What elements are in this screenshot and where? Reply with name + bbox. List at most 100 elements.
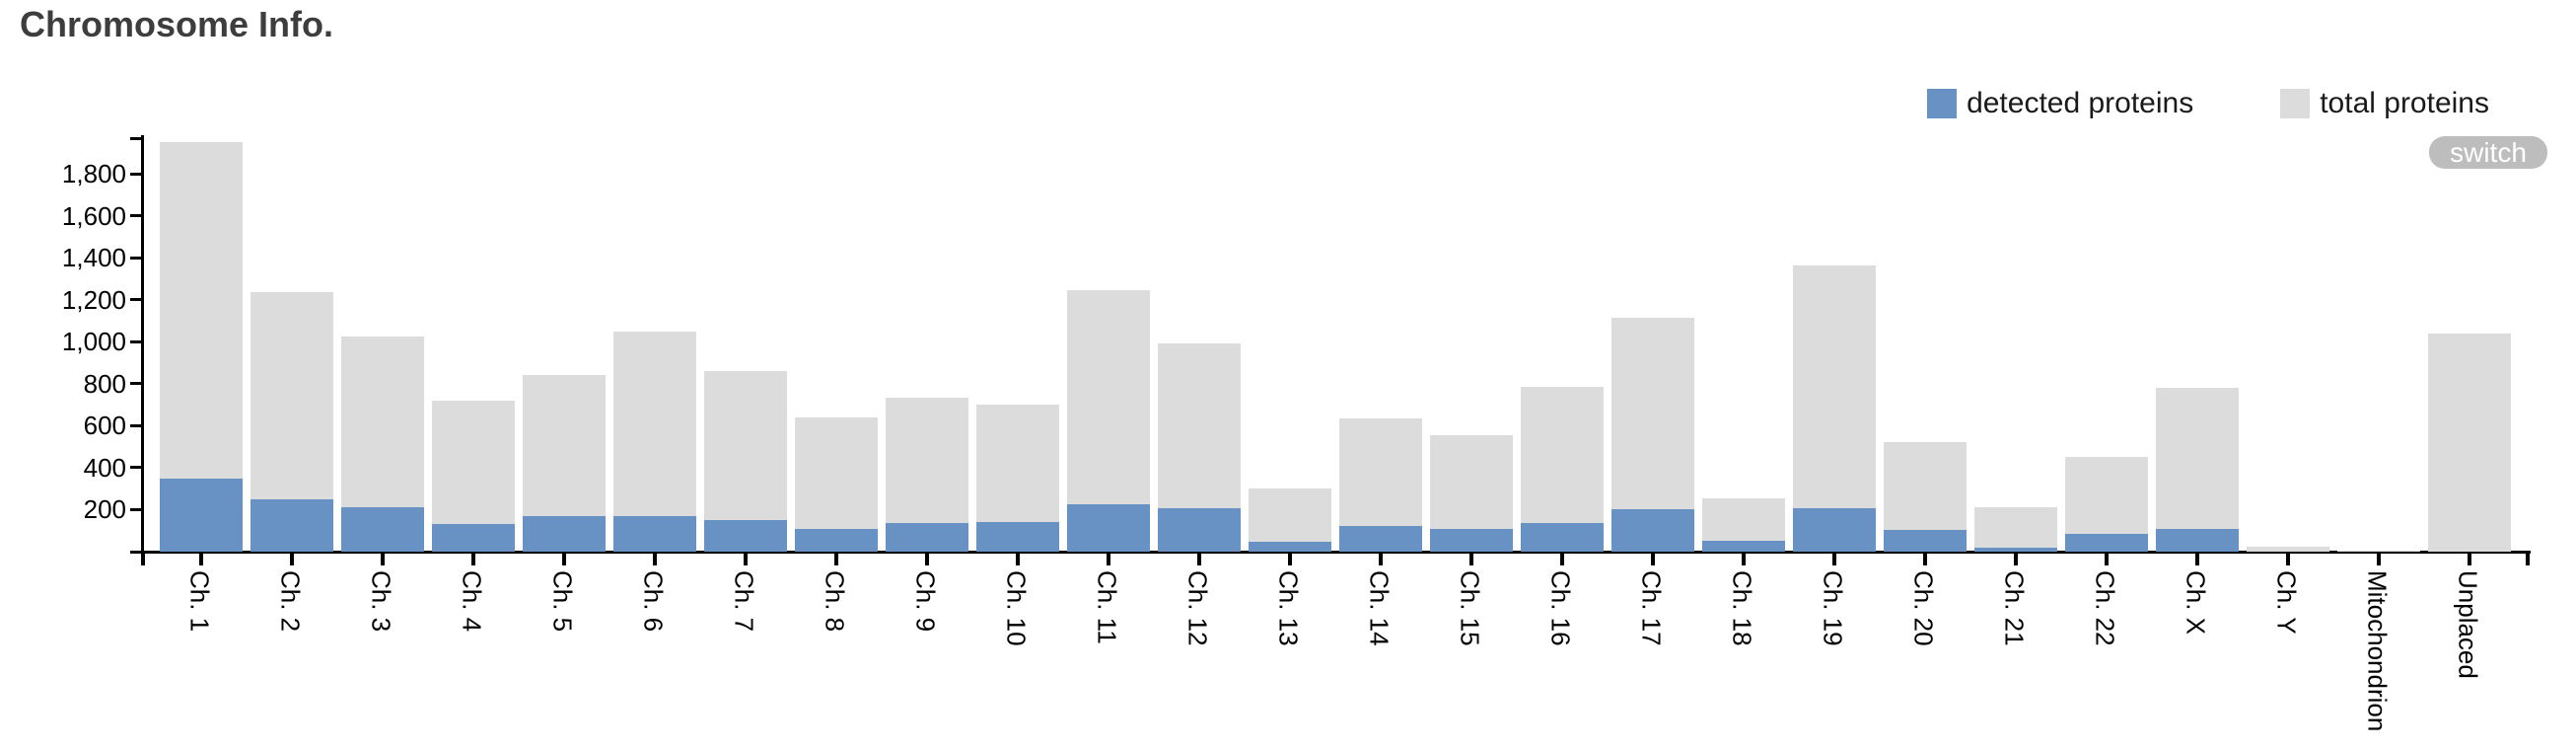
x-axis-tick [1015, 552, 1020, 565]
page-title: Chromosome Info. [20, 4, 334, 44]
x-axis-tick [652, 552, 657, 565]
x-axis-label-ch-10: Ch. 10 [1001, 570, 1032, 646]
legend-label-total: total proteins [2320, 87, 2489, 119]
x-axis-label-ch-x: Ch. X [2181, 570, 2211, 636]
x-axis-start-tick [140, 552, 145, 565]
bar-total-ch-21[interactable] [1973, 507, 2057, 552]
bar-detected-ch-5[interactable] [522, 515, 606, 552]
x-axis-tick [1378, 552, 1383, 565]
y-tick-label: 600 [83, 411, 126, 441]
bar-total-mitochondrion[interactable] [2336, 550, 2420, 552]
x-axis-tick [2013, 552, 2018, 565]
x-axis-label-ch-17: Ch. 17 [1636, 570, 1667, 646]
y-axis-line [141, 135, 144, 554]
switch-button[interactable]: switch [2429, 136, 2547, 169]
x-axis-label-mitochondrion: Mitochondrion [2362, 570, 2393, 732]
bar-total-ch-y[interactable] [2246, 546, 2329, 552]
x-axis-label-ch-20: Ch. 20 [1908, 570, 1939, 646]
y-axis-tick [130, 423, 142, 427]
x-axis-tick [2104, 552, 2109, 565]
legend-item-total: total proteins [2280, 87, 2489, 120]
bar-detected-ch-9[interactable] [885, 523, 968, 552]
bar-total-unplaced[interactable] [2427, 333, 2511, 552]
bar-detected-ch-20[interactable] [1883, 529, 1967, 552]
y-tick-label: 400 [83, 452, 126, 483]
x-axis-label-ch-7: Ch. 7 [729, 570, 759, 633]
x-axis-tick [1468, 552, 1473, 565]
x-axis-label-ch-14: Ch. 14 [1364, 570, 1395, 646]
x-axis-tick [1831, 552, 1836, 565]
y-axis-end-tick [130, 136, 142, 140]
x-axis-label-ch-15: Ch. 15 [1455, 570, 1485, 646]
y-axis-tick [130, 382, 142, 386]
y-axis-tick [130, 466, 142, 470]
x-axis-tick [1196, 552, 1201, 565]
x-axis-label-ch-11: Ch. 11 [1092, 570, 1122, 644]
y-tick-label: 1,400 [61, 243, 126, 273]
y-axis-tick [130, 172, 142, 176]
bar-detected-ch-15[interactable] [1429, 528, 1513, 552]
x-axis-label-ch-22: Ch. 22 [2090, 570, 2120, 646]
bar-detected-ch-4[interactable] [431, 524, 515, 552]
x-axis-tick [1650, 552, 1655, 565]
x-axis-label-ch-9: Ch. 9 [910, 570, 941, 633]
x-axis-label-ch-1: Ch. 1 [184, 570, 215, 633]
bar-detected-ch-22[interactable] [2064, 533, 2148, 552]
total-proteins-swatch [2280, 89, 2311, 118]
bar-detected-ch-x[interactable] [2155, 528, 2239, 552]
bar-detected-ch-14[interactable] [1338, 526, 1422, 552]
x-axis-tick [380, 552, 385, 565]
x-axis-tick [198, 552, 203, 565]
x-axis-label-ch-5: Ch. 5 [547, 570, 578, 633]
bar-detected-ch-10[interactable] [975, 522, 1059, 552]
x-axis-label-ch-16: Ch. 16 [1545, 570, 1576, 646]
bar-total-ch-19[interactable] [1792, 264, 1876, 552]
y-tick-label: 800 [83, 368, 126, 399]
x-axis-tick [2285, 552, 2290, 565]
bar-detected-ch-7[interactable] [703, 520, 787, 552]
bar-detected-ch-21[interactable] [1973, 547, 2057, 552]
x-axis-label-unplaced: Unplaced [2453, 570, 2483, 679]
bar-detected-ch-6[interactable] [612, 515, 696, 552]
bar-detected-ch-16[interactable] [1520, 523, 1604, 552]
y-tick-label: 1,000 [61, 327, 126, 357]
bar-total-ch-13[interactable] [1248, 488, 1331, 552]
bar-detected-ch-2[interactable] [250, 498, 333, 552]
bar-detected-ch-11[interactable] [1066, 504, 1150, 552]
bar-detected-ch-17[interactable] [1610, 509, 1694, 552]
bar-total-ch-6[interactable] [612, 331, 696, 552]
x-axis-label-ch-4: Ch. 4 [457, 570, 487, 633]
y-axis-tick [130, 507, 142, 511]
y-tick-label: 200 [83, 494, 126, 525]
x-axis-label-ch-2: Ch. 2 [275, 570, 306, 633]
bar-detected-ch-13[interactable] [1248, 542, 1331, 552]
bar-detected-ch-1[interactable] [159, 478, 243, 552]
bar-detected-ch-12[interactable] [1157, 508, 1241, 552]
legend-label-detected: detected proteins [1967, 87, 2194, 119]
x-axis-line [130, 551, 2531, 554]
bar-detected-ch-18[interactable] [1701, 541, 1785, 552]
x-axis-tick [561, 552, 566, 565]
x-axis-tick [289, 552, 294, 565]
y-tick-label: 1,200 [61, 284, 126, 315]
legend-item-detected: detected proteins [1927, 87, 2193, 120]
bar-total-ch-x[interactable] [2155, 388, 2239, 552]
x-axis-tick [2194, 552, 2199, 565]
x-axis-end-tick [2526, 552, 2530, 565]
x-axis-label-ch-3: Ch. 3 [366, 570, 396, 633]
x-axis-label-ch-12: Ch. 12 [1182, 570, 1213, 646]
x-axis-tick [1106, 552, 1110, 565]
y-tick-label: 1,800 [61, 159, 126, 189]
bar-detected-ch-8[interactable] [794, 528, 878, 552]
x-axis-label-ch-13: Ch. 13 [1273, 570, 1304, 646]
x-axis-label-ch-y: Ch. Y [2271, 570, 2302, 635]
bar-detected-ch-3[interactable] [340, 507, 424, 552]
bar-detected-ch-19[interactable] [1792, 508, 1876, 552]
x-axis-label-ch-19: Ch. 19 [1818, 570, 1848, 646]
x-axis-label-ch-18: Ch. 18 [1727, 570, 1757, 646]
x-axis-label-ch-8: Ch. 8 [820, 570, 850, 633]
detected-proteins-swatch [1927, 89, 1958, 118]
chart-legend: detected proteins total proteins [1927, 87, 2489, 120]
x-axis-tick [1922, 552, 1927, 565]
